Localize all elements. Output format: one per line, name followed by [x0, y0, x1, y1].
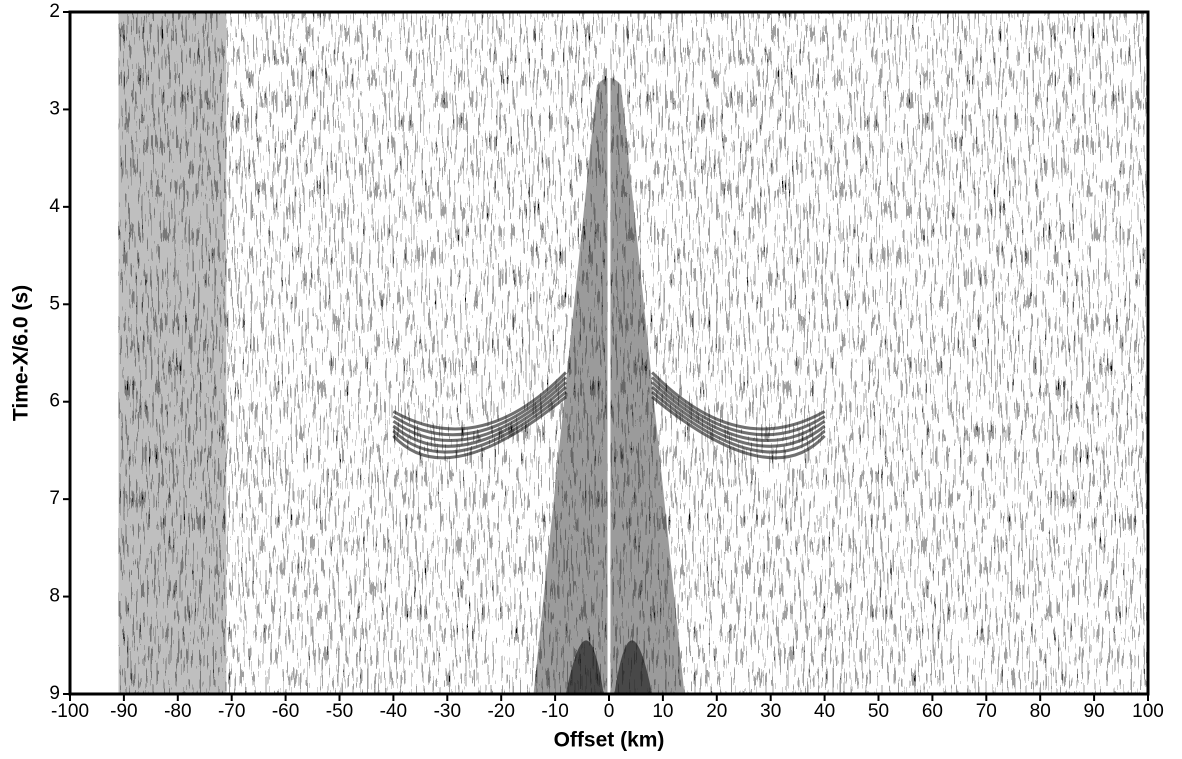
x-tick-label: 100: [1132, 701, 1164, 722]
x-tick-label: 20: [706, 701, 727, 722]
y-tick-label: 9: [49, 683, 60, 704]
y-tick-label: 5: [49, 293, 60, 314]
x-tick-label: -80: [164, 701, 191, 722]
y-tick-label: 2: [49, 1, 60, 22]
x-tick-label: 40: [814, 701, 835, 722]
reflection: [392, 376, 567, 437]
x-tick-label: 90: [1084, 701, 1105, 722]
x-tick-label: 60: [922, 701, 943, 722]
x-tick-label: -90: [110, 701, 137, 722]
y-axis-label: Time-X/6.0 (s): [10, 285, 33, 421]
reflection: [651, 395, 826, 460]
x-tick-label: 50: [868, 701, 889, 722]
x-tick-label: 80: [1030, 701, 1051, 722]
x-axis-label: Offset (km): [554, 729, 665, 752]
x-tick-label: 30: [760, 701, 781, 722]
x-tick-label: 10: [652, 701, 673, 722]
late-arrival: [614, 640, 653, 694]
x-tick-label: -60: [272, 701, 299, 722]
reflection: [392, 390, 567, 454]
x-tick-label: 0: [604, 701, 615, 722]
y-tick-label: 8: [49, 586, 60, 607]
x-tick-label: -40: [380, 701, 407, 722]
reflection: [651, 376, 826, 437]
x-tick-label: -30: [434, 701, 461, 722]
reflection: [392, 381, 567, 442]
y-tick-label: 6: [49, 391, 60, 412]
x-tick-label: -20: [487, 701, 514, 722]
x-tick-label: -100: [51, 701, 89, 722]
late-arrival: [565, 640, 604, 694]
x-tick-label: -50: [326, 701, 353, 722]
y-tick-label: 7: [49, 488, 60, 509]
trace-texture: [118, 12, 1148, 694]
y-tick-label: 4: [49, 196, 60, 217]
x-tick-label: -70: [218, 701, 245, 722]
reflection: [392, 385, 567, 448]
record-section: [118, 12, 1148, 694]
reflection: [392, 371, 567, 431]
reflection: [651, 371, 826, 431]
x-tick-label: -10: [541, 701, 568, 722]
reflection: [651, 381, 826, 442]
x-tick-label: 70: [976, 701, 997, 722]
noisy-band: [118, 12, 227, 694]
y-tick-label: 3: [49, 98, 60, 119]
reflection: [651, 390, 826, 454]
reflection: [651, 385, 826, 448]
reflection: [392, 395, 567, 460]
